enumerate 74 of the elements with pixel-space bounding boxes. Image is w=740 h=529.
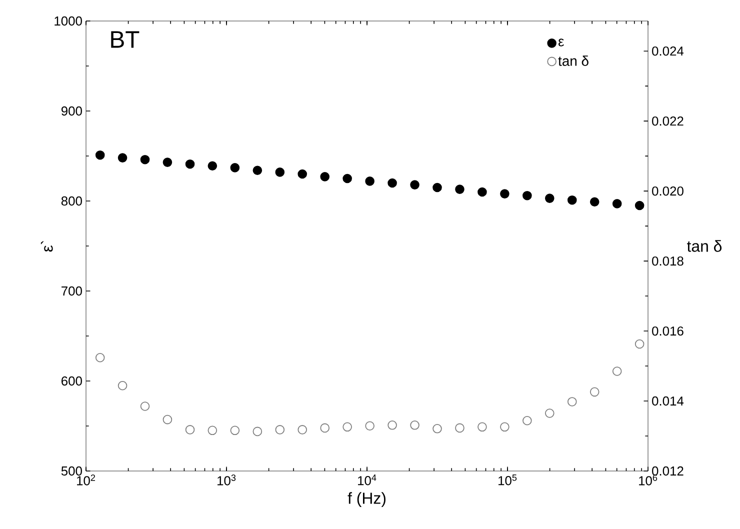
point	[118, 380, 128, 390]
point	[432, 424, 442, 434]
point	[95, 352, 105, 362]
x-tick-label: 10$^{6}$	[639, 474, 658, 486]
point	[455, 184, 464, 194]
y-tick-label: 700	[62, 286, 82, 296]
point	[275, 425, 285, 434]
point	[388, 420, 397, 430]
point	[410, 180, 420, 190]
point	[298, 425, 308, 434]
point	[500, 422, 510, 432]
point	[320, 423, 330, 433]
point	[230, 163, 240, 172]
point	[140, 402, 150, 411]
point	[208, 161, 218, 171]
y-tick-label: 800	[61, 196, 82, 206]
point	[298, 169, 308, 179]
point	[500, 189, 510, 198]
y2-tick-label: 0.016	[652, 326, 684, 336]
point	[567, 397, 577, 406]
point	[522, 416, 532, 426]
point	[388, 178, 397, 188]
y-tick-label: 900	[61, 106, 82, 116]
x-tick-label: 10$^{2}$	[77, 474, 96, 486]
point	[140, 154, 150, 164]
point	[208, 426, 218, 436]
x-axis-title: f (Hz)	[348, 492, 386, 508]
point	[590, 387, 600, 397]
point	[365, 421, 374, 431]
point	[545, 194, 554, 203]
point	[455, 423, 464, 433]
point	[185, 425, 195, 434]
point	[590, 197, 600, 207]
point	[567, 195, 577, 205]
point	[612, 199, 622, 208]
point	[95, 150, 105, 160]
y-tick-label: 1000	[54, 16, 82, 26]
point	[612, 366, 622, 376]
point	[162, 158, 172, 167]
point	[185, 159, 195, 169]
point	[522, 190, 532, 200]
x-tick-label: 10$^{4}$	[358, 474, 376, 486]
y2-tick-label: 0.024	[652, 46, 684, 56]
point	[252, 166, 262, 176]
x-tick-label: 10$^{5}$	[498, 474, 517, 486]
y2-tick-label: 0.020	[652, 186, 684, 196]
y-axis-title: ε`	[40, 240, 53, 252]
legend-label: tan δ	[558, 56, 588, 66]
point	[545, 408, 554, 418]
point	[342, 174, 352, 184]
x-tick-label: 10$^{3}$	[218, 474, 236, 486]
point	[275, 168, 285, 177]
point	[118, 153, 128, 162]
y-tick-label: 500	[61, 466, 82, 476]
annotation: BT	[111, 31, 140, 48]
y2-axis-title: tan δ	[687, 240, 722, 252]
point	[342, 422, 352, 432]
y2-tick-label: 0.012	[652, 466, 684, 476]
y2-tick-label: 0.022	[652, 116, 684, 126]
point	[252, 426, 262, 436]
point	[432, 182, 442, 192]
y2-tick-label: 0.018	[652, 256, 684, 266]
point	[478, 422, 487, 432]
point	[162, 414, 172, 424]
y2-tick-label: 0.014	[652, 396, 684, 406]
point	[230, 426, 240, 436]
point	[478, 187, 487, 197]
point	[634, 200, 644, 210]
point	[365, 176, 374, 186]
point	[634, 339, 644, 349]
point	[320, 172, 330, 182]
y-tick-label: 600	[62, 376, 82, 386]
point	[410, 420, 420, 430]
legend-label: ε	[558, 38, 564, 46]
